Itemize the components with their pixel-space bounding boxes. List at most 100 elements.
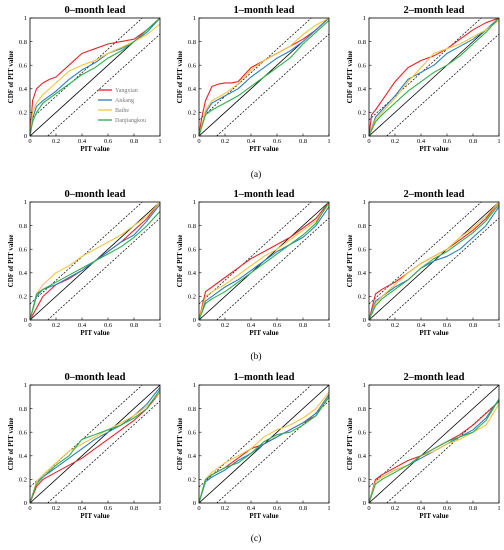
plot-area <box>369 385 499 503</box>
x-tick-label: 1 <box>327 505 330 512</box>
series-line-danjiangkou <box>199 396 329 503</box>
plot-area <box>199 202 329 320</box>
x-tick-label: 0 <box>28 322 31 329</box>
series-line-ankang <box>199 206 329 320</box>
y-tick-label: 0 <box>363 317 366 324</box>
series-line-danjiangkou <box>30 389 160 503</box>
chart-panel-9: 2–month lead 0 0.2 0.4 0.6 0.8 1 0 0.2 0.4 0.6 0.8 1… <box>346 372 501 520</box>
y-tick-label: 0 <box>24 500 27 507</box>
y-tick-label: 0.8 <box>358 223 366 230</box>
y-tick-label: 0.2 <box>19 477 27 484</box>
y-axis-label: CDF of PIT value <box>346 235 354 288</box>
y-tick-label: 1 <box>193 382 196 389</box>
y-tick-label: 0.4 <box>358 453 367 460</box>
y-tick-label: 0.8 <box>19 223 27 230</box>
x-tick-label: 0.8 <box>130 505 138 512</box>
upper-bound-line <box>199 202 312 305</box>
y-tick-label: 1 <box>193 15 196 22</box>
x-tick-label: 0.4 <box>78 322 87 329</box>
plot-frame <box>29 17 161 137</box>
y-tick-label: 0.8 <box>19 39 27 46</box>
x-tick-label: 0.4 <box>417 322 426 329</box>
upper-bound-line <box>369 18 482 121</box>
plot-frame <box>368 201 500 321</box>
y-tick-label: 0.6 <box>358 429 367 436</box>
y-tick-label: 0.6 <box>358 62 367 69</box>
y-tick-label: 0.8 <box>188 223 196 230</box>
y-tick-label: 0.6 <box>188 246 197 253</box>
y-tick-label: 0.8 <box>188 39 196 46</box>
y-tick-label: 0.2 <box>19 110 27 117</box>
series-line-yangxian <box>30 18 160 136</box>
lower-bound-line <box>47 400 160 503</box>
plot-frame <box>368 384 500 504</box>
chart-panel-6: 2–month lead 0 0.2 0.4 0.6 0.8 1 0 0.2 0.4 0.6 0.8 1… <box>346 189 501 337</box>
x-tick-label: 0.2 <box>391 322 399 329</box>
legend-label-ankang: Ankang <box>115 98 134 104</box>
chart-title: 1–month lead <box>234 5 295 16</box>
x-tick-label: 1 <box>158 322 161 329</box>
x-tick-label: 0.8 <box>469 138 477 145</box>
y-tick-label: 0.4 <box>188 270 197 277</box>
y-tick-label: 0 <box>24 317 27 324</box>
plot-area <box>30 18 160 136</box>
caption-a: (a) <box>251 169 262 180</box>
x-tick-label: 0.2 <box>391 138 399 145</box>
x-tick-label: 0.8 <box>130 138 138 145</box>
x-axis-label: PIT value <box>419 512 448 520</box>
y-tick-label: 0 <box>193 500 196 507</box>
plot-frame <box>198 384 330 504</box>
x-tick-label: 0.4 <box>417 138 426 145</box>
x-tick-label: 1 <box>158 138 161 145</box>
y-tick-label: 0.4 <box>19 270 28 277</box>
plot-area <box>30 202 160 320</box>
y-tick-label: 1 <box>193 199 196 206</box>
x-tick-label: 0 <box>367 505 370 512</box>
x-tick-label: 0 <box>28 138 31 145</box>
lower-bound-line <box>216 217 329 320</box>
y-tick-label: 0.4 <box>188 86 197 93</box>
y-tick-label: 0.8 <box>188 406 196 413</box>
x-tick-label: 0.8 <box>299 322 307 329</box>
legend-label-danjiangkou: Danjiangkou <box>115 118 146 124</box>
y-axis-label: CDF of PIT value <box>7 51 15 104</box>
x-tick-label: 0 <box>197 138 200 145</box>
x-axis-label: PIT value <box>419 329 448 337</box>
x-tick-label: 0.2 <box>221 505 229 512</box>
x-tick-label: 1 <box>497 138 500 145</box>
y-tick-label: 0.8 <box>358 406 366 413</box>
series-line-yangxian <box>199 202 329 320</box>
chart-title: 1–month lead <box>234 189 295 200</box>
y-tick-label: 0.2 <box>188 294 196 301</box>
plot-area <box>369 18 499 136</box>
plot-frame <box>29 201 161 321</box>
y-tick-label: 0.4 <box>358 86 367 93</box>
series-line-danjiangkou <box>199 19 329 136</box>
x-tick-label: 0 <box>367 138 370 145</box>
chart-title: 1–month lead <box>234 372 295 383</box>
legend-label-yangxian: Yangxian <box>115 88 138 94</box>
chart-title: 0–month lead <box>65 189 126 200</box>
chart-panel-2: 1–month lead 0 0.2 0.4 0.6 0.8 1 0 0.2 0.4 0.6 0.8 1… <box>176 5 331 153</box>
series-line-danjiangkou <box>369 204 499 320</box>
x-axis-label: PIT value <box>80 512 109 520</box>
y-tick-label: 0.2 <box>358 110 366 117</box>
chart-panel-1: 0–month lead 0 0.2 0.4 0.6 0.8 1 0 0.2 0.4 0.6 0.8 1… <box>7 5 162 153</box>
plot-area <box>369 202 499 320</box>
reference-line <box>369 385 499 503</box>
y-tick-label: 0.2 <box>358 294 366 301</box>
x-tick-label: 0.8 <box>299 505 307 512</box>
upper-bound-line <box>369 385 482 488</box>
x-tick-label: 0.2 <box>52 505 60 512</box>
plot-frame <box>198 17 330 137</box>
x-tick-label: 0.8 <box>469 322 477 329</box>
x-tick-label: 0.6 <box>104 505 113 512</box>
x-tick-label: 0.4 <box>78 505 87 512</box>
x-tick-label: 0.2 <box>52 322 60 329</box>
y-axis-label: CDF of PIT value <box>7 235 15 288</box>
x-tick-label: 0.2 <box>221 138 229 145</box>
y-tick-label: 0 <box>193 317 196 324</box>
plot-area <box>199 385 329 503</box>
series-line-ankang <box>369 18 499 136</box>
series-line-ankang <box>199 394 329 503</box>
